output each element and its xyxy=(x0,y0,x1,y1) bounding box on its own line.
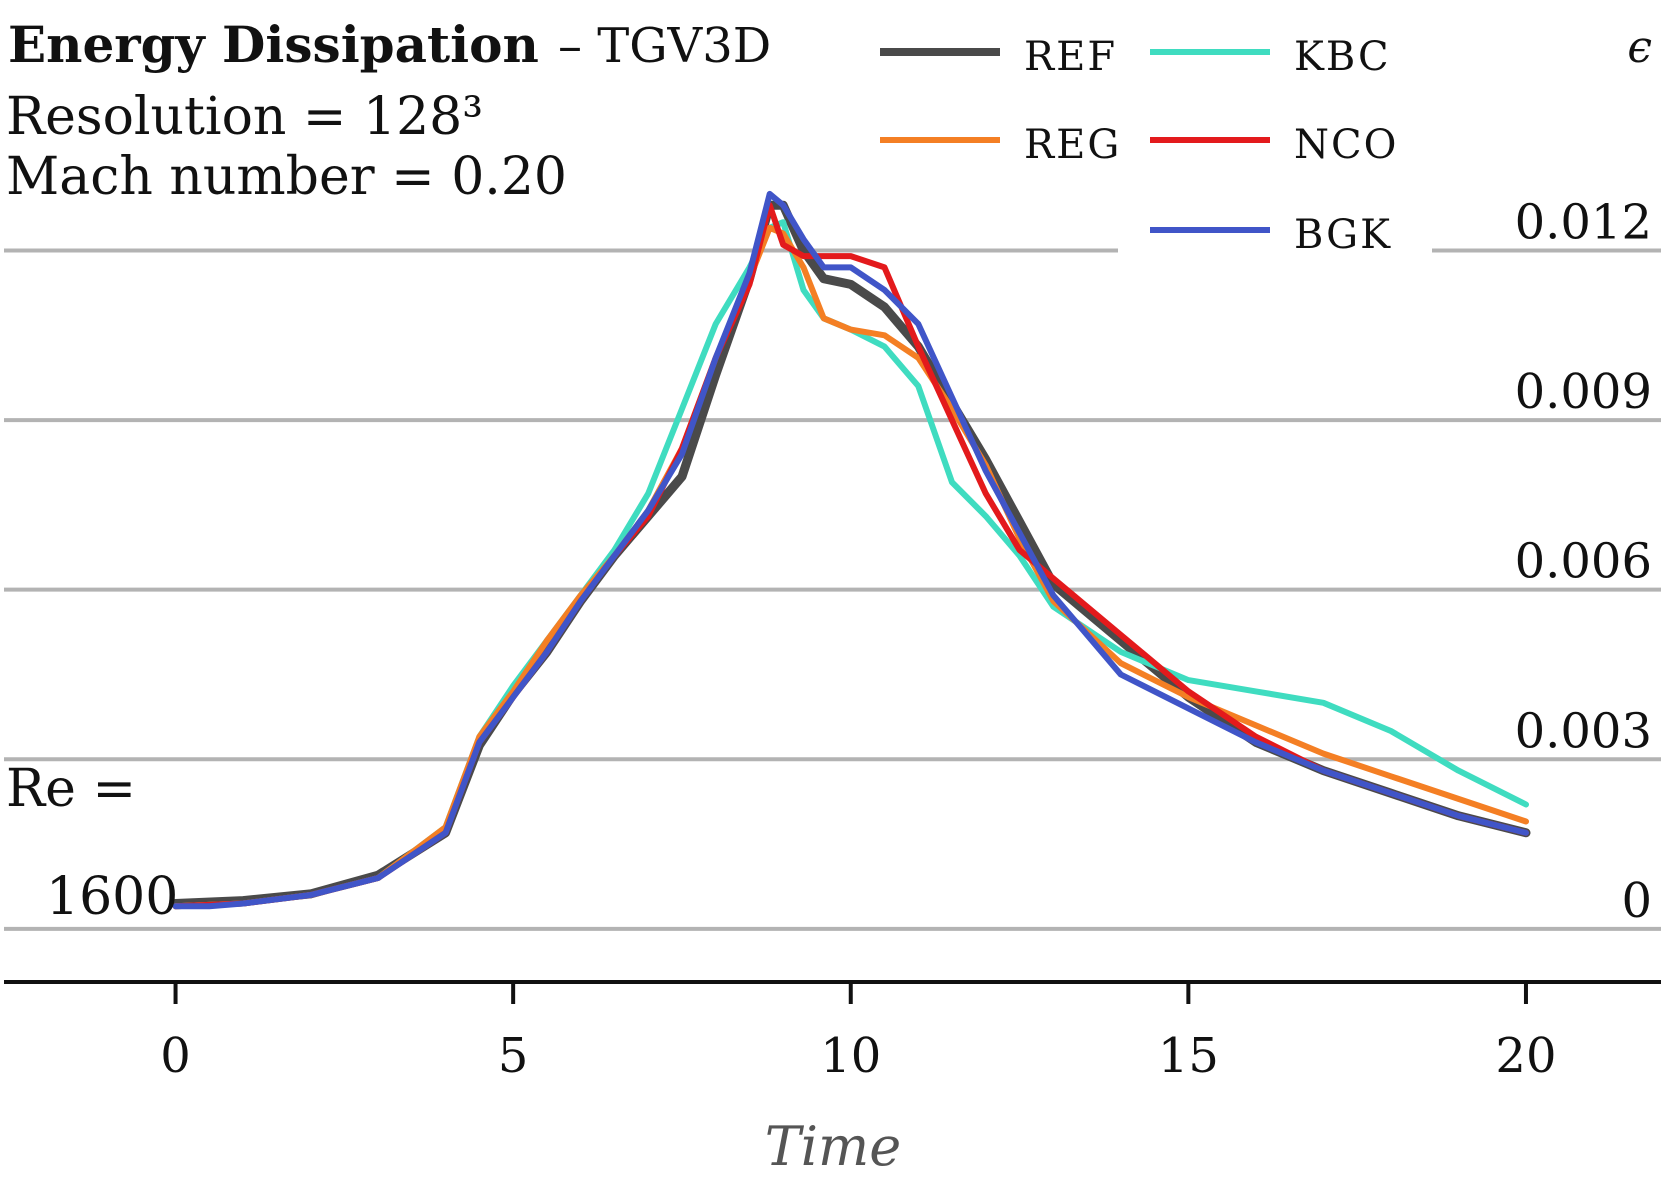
series-line-ref xyxy=(171,200,1531,908)
series-line-reg xyxy=(172,224,1529,910)
reynolds-value: 1600 xyxy=(46,867,178,927)
legend-label-nco: NCO xyxy=(1294,122,1398,168)
y-tick-labels: 0 0.003 0.006 0.009 0.012 xyxy=(1515,194,1652,928)
chart-title-rest: – TGV3D xyxy=(558,18,771,74)
x-ticks: 0 5 10 15 20 xyxy=(160,982,1556,1084)
y-tick-label: 0.006 xyxy=(1515,534,1652,590)
y-tick-label: 0.009 xyxy=(1515,364,1652,420)
series-line-kbc xyxy=(172,219,1529,910)
legend-label-ref: REF xyxy=(1024,34,1117,80)
x-tick-label: 0 xyxy=(160,1028,191,1084)
y-tick-label: 0.012 xyxy=(1515,194,1652,250)
series-lines xyxy=(171,190,1531,910)
series-line-nco xyxy=(172,202,1529,910)
chart-title-bold: Energy Dissipation xyxy=(8,15,539,74)
legend: REF REG KBC NCO BGK xyxy=(880,34,1398,258)
legend-label-reg: REG xyxy=(1024,122,1121,168)
legend-label-bgk: BGK xyxy=(1294,212,1392,258)
y-tick-label: 0.003 xyxy=(1515,703,1652,759)
series-line-bgk xyxy=(172,190,1529,910)
legend-label-kbc: KBC xyxy=(1294,34,1391,80)
y-tick-label: 0 xyxy=(1621,873,1652,929)
chart-title: Energy Dissipation – TGV3D xyxy=(8,15,771,74)
x-tick-label: 15 xyxy=(1158,1028,1219,1084)
mach-number-label: Mach number = 0.20 xyxy=(6,147,567,207)
y-axis-label: ϵ xyxy=(1627,22,1652,73)
resolution-label: Resolution = 128³ xyxy=(6,87,483,147)
x-tick-label: 20 xyxy=(1495,1028,1556,1084)
gridlines xyxy=(4,248,1661,931)
x-axis-label: Time xyxy=(765,1115,901,1178)
x-tick-label: 5 xyxy=(498,1028,529,1084)
x-tick-label: 10 xyxy=(820,1028,881,1084)
reynolds-label: Re = xyxy=(6,759,136,819)
